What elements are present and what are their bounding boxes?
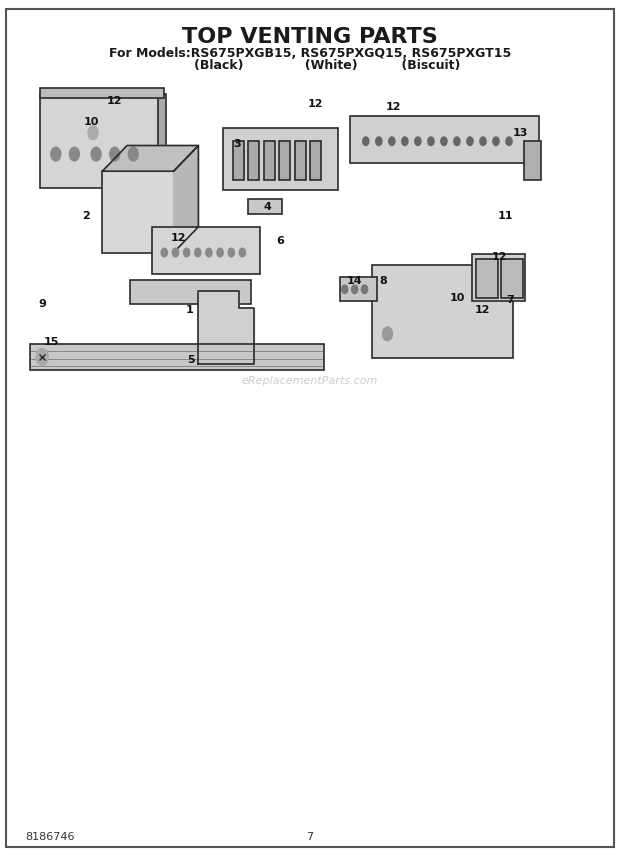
Circle shape [110, 147, 120, 161]
FancyBboxPatch shape [294, 141, 306, 180]
Text: 13: 13 [513, 128, 528, 138]
Circle shape [91, 147, 101, 161]
Circle shape [415, 137, 421, 146]
Text: 2: 2 [82, 211, 89, 221]
Text: 7: 7 [306, 832, 314, 842]
Circle shape [389, 137, 395, 146]
Polygon shape [174, 146, 198, 253]
Text: 5: 5 [187, 354, 195, 365]
FancyBboxPatch shape [310, 141, 321, 180]
FancyBboxPatch shape [158, 94, 166, 188]
Text: 3: 3 [233, 139, 241, 149]
Circle shape [376, 137, 382, 146]
FancyBboxPatch shape [476, 259, 498, 298]
Text: 7: 7 [506, 294, 513, 305]
Circle shape [228, 248, 234, 257]
FancyBboxPatch shape [30, 344, 324, 370]
Circle shape [36, 348, 48, 366]
Text: 4: 4 [264, 202, 272, 212]
Text: TOP VENTING PARTS: TOP VENTING PARTS [182, 27, 438, 47]
Circle shape [454, 137, 460, 146]
Text: eReplacementParts.com: eReplacementParts.com [242, 376, 378, 386]
Text: 12: 12 [475, 305, 490, 315]
Circle shape [172, 248, 179, 257]
Text: 10: 10 [84, 116, 99, 127]
Text: 12: 12 [107, 96, 123, 106]
Circle shape [441, 137, 447, 146]
Text: 1: 1 [185, 305, 193, 315]
Circle shape [402, 137, 408, 146]
FancyBboxPatch shape [340, 277, 377, 301]
Circle shape [206, 248, 212, 257]
FancyBboxPatch shape [501, 259, 523, 298]
Circle shape [239, 248, 246, 257]
Circle shape [383, 327, 392, 341]
FancyBboxPatch shape [152, 227, 260, 274]
Polygon shape [198, 291, 254, 364]
FancyBboxPatch shape [223, 128, 338, 190]
Circle shape [51, 147, 61, 161]
Text: 10: 10 [450, 293, 465, 303]
FancyBboxPatch shape [524, 141, 541, 180]
Circle shape [69, 147, 79, 161]
Text: 9: 9 [38, 299, 46, 309]
Circle shape [88, 126, 98, 140]
FancyBboxPatch shape [102, 171, 174, 253]
Circle shape [184, 248, 190, 257]
Text: (Black)              (White)          (Biscuit): (Black) (White) (Biscuit) [159, 58, 461, 72]
Text: 15: 15 [44, 337, 59, 348]
FancyBboxPatch shape [279, 141, 290, 180]
Circle shape [217, 248, 223, 257]
FancyBboxPatch shape [232, 141, 244, 180]
Text: 11: 11 [497, 211, 513, 221]
Circle shape [506, 137, 512, 146]
Circle shape [493, 137, 499, 146]
FancyBboxPatch shape [264, 141, 275, 180]
Circle shape [428, 137, 434, 146]
Text: 12: 12 [170, 233, 186, 243]
Circle shape [195, 248, 201, 257]
Circle shape [128, 147, 138, 161]
Circle shape [342, 285, 348, 294]
Circle shape [467, 137, 473, 146]
Circle shape [480, 137, 486, 146]
Text: 12: 12 [386, 102, 402, 112]
FancyBboxPatch shape [40, 88, 164, 98]
Text: 8: 8 [379, 276, 387, 286]
Circle shape [161, 248, 167, 257]
FancyBboxPatch shape [372, 265, 513, 358]
Circle shape [363, 137, 369, 146]
Text: 8186746: 8186746 [25, 832, 74, 842]
FancyBboxPatch shape [248, 141, 259, 180]
FancyBboxPatch shape [350, 116, 539, 163]
Circle shape [352, 285, 358, 294]
Text: 12: 12 [491, 252, 507, 262]
FancyBboxPatch shape [248, 199, 282, 214]
Text: 12: 12 [307, 99, 322, 110]
FancyBboxPatch shape [130, 280, 251, 304]
Text: 6: 6 [277, 236, 284, 247]
Polygon shape [102, 146, 198, 171]
FancyBboxPatch shape [472, 254, 525, 301]
Text: For Models:RS675PXGB15, RS675PXGQ15, RS675PXGT15: For Models:RS675PXGB15, RS675PXGQ15, RS6… [109, 46, 511, 60]
FancyBboxPatch shape [40, 94, 161, 188]
Circle shape [361, 285, 368, 294]
Text: 14: 14 [347, 276, 363, 286]
